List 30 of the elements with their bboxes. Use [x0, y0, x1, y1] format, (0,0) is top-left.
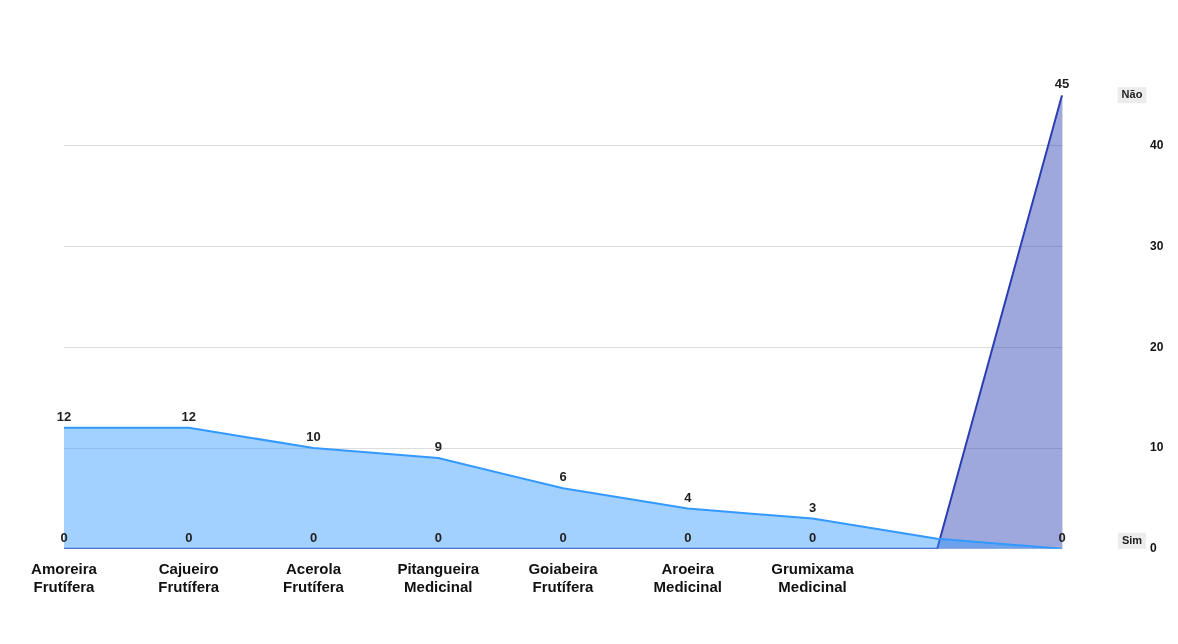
data-label: 0: [185, 529, 193, 545]
data-label: 12: [56, 408, 72, 424]
data-label: 0: [1058, 529, 1066, 545]
x-tick-label: Aroeira Medicinal: [653, 559, 722, 595]
x-tick-label: Acerola Frutífera: [283, 559, 345, 595]
x-tick-label: Cajueiro Frutífera: [158, 559, 220, 595]
data-label: 3: [808, 499, 817, 515]
data-label: 0: [309, 529, 318, 545]
x-tick-label: Amoreira Frutífera: [31, 559, 98, 595]
text: Sim: [1121, 533, 1143, 546]
data-label: 0: [808, 529, 817, 545]
text: Não: [1121, 88, 1143, 101]
data-label: 0: [434, 529, 442, 545]
data-label: 9: [434, 439, 442, 455]
data-label: 0: [60, 529, 68, 545]
data-label: 45: [1054, 76, 1070, 92]
y-tick-label: 20: [1150, 339, 1164, 354]
data-label: 0: [559, 529, 567, 545]
y-tick-label: 10: [1150, 440, 1164, 455]
y-tick-label: 0: [1150, 541, 1157, 556]
data-label: 4: [684, 489, 693, 505]
x-tick-label: Goiabeira Frutífera: [528, 559, 599, 595]
y-tick-label: 30: [1150, 238, 1164, 253]
x-tick-label: Pitangueira Medicinal: [397, 559, 480, 595]
data-label: 10: [306, 429, 321, 445]
data-label: 0: [684, 529, 692, 545]
x-tick-label: Grumixama Medicinal: [771, 559, 855, 595]
y-tick-label: 40: [1150, 137, 1164, 152]
data-label: 12: [181, 408, 196, 424]
data-label: 6: [559, 469, 567, 485]
